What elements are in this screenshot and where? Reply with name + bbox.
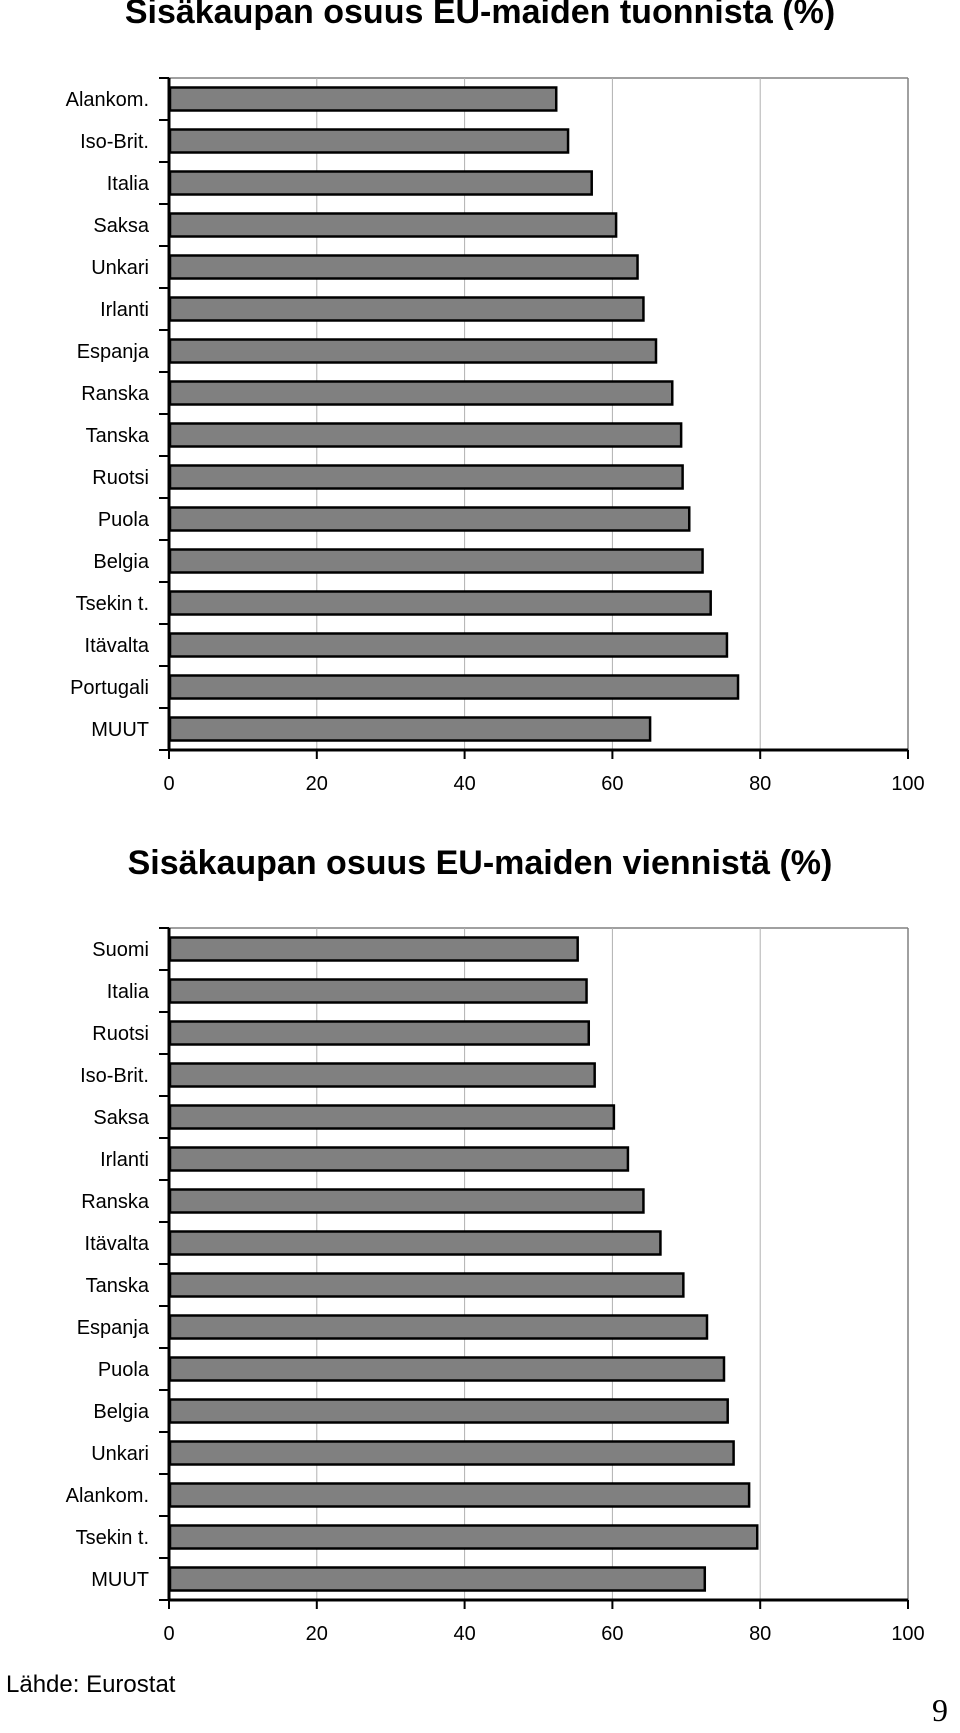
imports-category-label: Espanja	[77, 341, 150, 363]
exports-x-tick-label: 20	[306, 1623, 328, 1645]
exports-category-label: Tsekin t.	[76, 1527, 149, 1549]
imports-category-label: Belgia	[93, 551, 149, 573]
exports-category-label: Italia	[107, 981, 150, 1003]
imports-x-tick-label: 40	[453, 773, 475, 795]
imports-bar	[168, 380, 674, 406]
exports-category-label: Saksa	[93, 1107, 149, 1129]
exports-bar	[168, 1020, 591, 1046]
imports-bar	[168, 548, 704, 574]
imports-bar	[168, 170, 593, 196]
exports-category-label: Ruotsi	[92, 1023, 149, 1045]
imports-x-tick-label: 60	[601, 773, 623, 795]
imports-bar	[168, 674, 740, 700]
imports-category-label: MUUT	[91, 719, 149, 741]
imports-bar	[168, 86, 558, 112]
exports-x-tick-label: 60	[601, 1623, 623, 1645]
page-number: 9	[932, 1692, 948, 1728]
imports-category-label: Italia	[107, 173, 150, 195]
exports-bar	[168, 1104, 616, 1130]
imports-category-label: Ruotsi	[92, 467, 149, 489]
exports-category-label: Ranska	[81, 1191, 150, 1213]
imports-bar	[168, 464, 684, 490]
imports-bar	[168, 254, 639, 280]
imports-category-label: Saksa	[93, 215, 149, 237]
exports-bar	[168, 1062, 596, 1088]
exports-bar	[168, 1524, 759, 1550]
exports-bar	[168, 1356, 726, 1382]
imports-x-tick-label: 0	[163, 773, 174, 795]
exports-x-tick-label: 0	[163, 1623, 174, 1645]
imports-bar	[168, 338, 658, 364]
imports-bar	[168, 128, 570, 154]
imports-bar-chart: Alankom. Iso-Brit. Italia Saksa Unkari Irlant…	[66, 77, 925, 795]
imports-category-label: Portugali	[70, 677, 149, 699]
exports-category-label: Unkari	[91, 1443, 149, 1465]
imports-bar	[168, 296, 645, 322]
exports-x-tick-label: 40	[453, 1623, 475, 1645]
exports-bar	[168, 1566, 707, 1592]
exports-bar	[168, 1230, 662, 1256]
exports-bar	[168, 1482, 751, 1508]
exports-bar	[168, 1398, 729, 1424]
exports-category-label: Itävalta	[85, 1233, 150, 1255]
imports-bar	[168, 590, 712, 616]
exports-category-label: MUUT	[91, 1569, 149, 1591]
exports-category-label: Belgia	[93, 1401, 149, 1423]
exports-bar	[168, 936, 579, 962]
exports-category-label: Irlanti	[100, 1149, 149, 1171]
exports-bar	[168, 1146, 630, 1172]
imports-x-tick-label: 80	[749, 773, 771, 795]
imports-bar	[168, 716, 652, 742]
imports-bar	[168, 506, 691, 532]
exports-x-tick-label: 100	[891, 1623, 924, 1645]
imports-bar	[168, 212, 618, 238]
chart-title-exports: Sisäkaupan osuus EU-maiden viennistä (%)	[127, 844, 833, 882]
exports-category-label: Suomi	[92, 939, 149, 961]
imports-category-label: Alankom.	[66, 89, 149, 111]
imports-category-label: Tanska	[86, 425, 150, 447]
imports-category-label: Puola	[98, 509, 150, 531]
exports-category-label: Espanja	[77, 1317, 150, 1339]
exports-category-label: Tanska	[86, 1275, 150, 1297]
imports-category-label: Itävalta	[85, 635, 150, 657]
imports-category-label: Unkari	[91, 257, 149, 279]
exports-bar	[168, 1314, 709, 1340]
imports-category-label: Iso-Brit.	[80, 131, 149, 153]
imports-bar	[168, 632, 729, 658]
exports-x-tick-label: 80	[749, 1623, 771, 1645]
chart-title-imports: Sisäkaupan osuus EU-maiden tuonnista (%)	[124, 0, 836, 31]
source-note: Lähde: Eurostat	[6, 1671, 176, 1698]
imports-category-label: Ranska	[81, 383, 150, 405]
exports-bar	[168, 1440, 735, 1466]
imports-x-tick-label: 20	[306, 773, 328, 795]
exports-category-label: Puola	[98, 1359, 150, 1381]
exports-category-label: Iso-Brit.	[80, 1065, 149, 1087]
imports-bar	[168, 422, 683, 448]
exports-bar-chart: Suomi Italia Ruotsi Iso-Brit. Saksa Irlanti Ra…	[66, 927, 925, 1645]
exports-bar	[168, 1272, 685, 1298]
exports-bar	[168, 1188, 645, 1214]
imports-category-label: Tsekin t.	[76, 593, 149, 615]
exports-category-label: Alankom.	[66, 1485, 149, 1507]
exports-bar	[168, 978, 588, 1004]
imports-x-tick-label: 100	[891, 773, 924, 795]
imports-category-label: Irlanti	[100, 299, 149, 321]
